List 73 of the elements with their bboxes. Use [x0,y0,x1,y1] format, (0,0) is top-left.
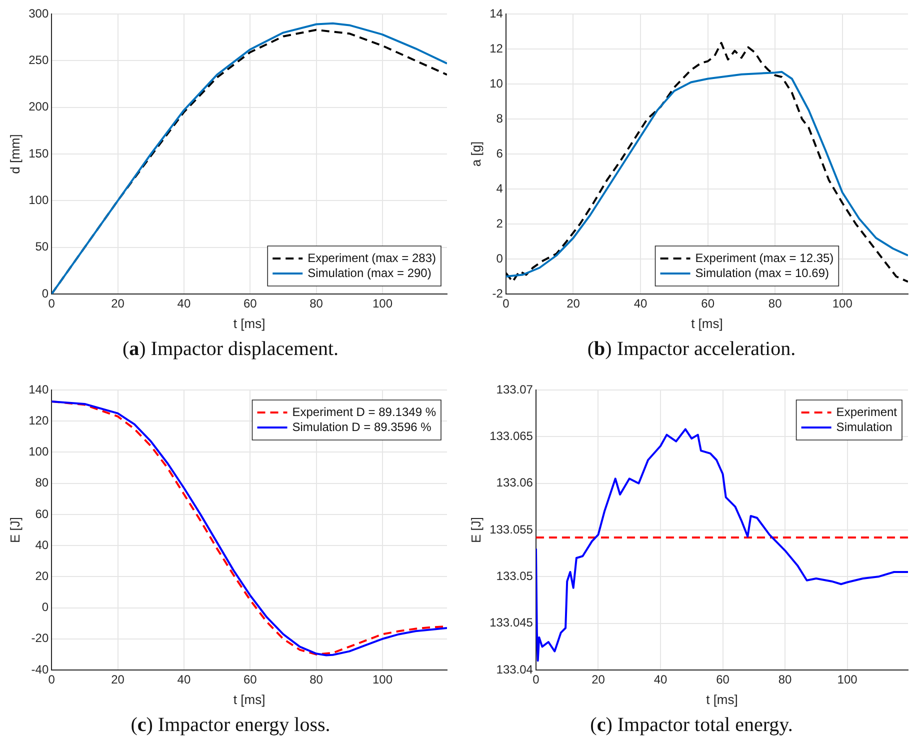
x-axis-title: t [ms] [233,316,266,331]
y-tick-label: 133.045 [490,616,534,630]
legend-label: Simulation D = 89.3596 % [292,420,432,434]
x-axis-title: t [ms] [233,692,266,707]
y-tick-label: 10 [490,76,504,90]
legend-label: Simulation (max = 10.69) [695,266,830,280]
y-tick-label: 133.07 [496,382,534,396]
text: (a) Impactor displacement. [121,338,340,361]
y-axis-title: a [g] [468,141,484,167]
x-tick-label: 100 [372,296,393,311]
y-tick-label: 60 [35,506,49,521]
y-tick-label: 300 [28,6,49,20]
text: (c) Impactor energy loss. [130,714,332,737]
x-tick-label: 100 [372,672,393,687]
y-tick-label: 133.05 [496,568,534,583]
legend-label: Experiment [836,404,898,419]
y-tick-label: 0 [42,600,49,614]
x-tick-label: 80 [778,672,792,687]
x-tick-label: 100 [832,296,853,311]
x-tick-label: 20 [111,672,125,687]
y-tick-label: 2 [496,216,504,230]
x-tick-label: 40 [177,296,191,311]
x-tick-label: 40 [654,672,668,687]
x-tick-label: 80 [310,672,324,687]
y-tick-label: 133.055 [490,522,534,536]
y-tick-label: 100 [28,192,49,207]
legend-label: Experiment (max = 12.35) [695,250,834,265]
y-tick-label: -2 [492,286,504,300]
y-axis-title: d [mm] [7,134,22,174]
y-tick-label: 20 [35,568,49,583]
y-tick-label: 250 [28,52,49,67]
y-axis-title: E [J] [468,516,484,544]
y-tick-label: 120 [28,413,49,428]
y-tick-label: 100 [28,444,49,459]
y-tick-label: -40 [31,662,49,676]
x-tick-label: 80 [310,296,324,311]
x-axis-title: t [ms] [691,316,723,331]
text: (b) Impactor acceleration. [586,338,797,361]
y-tick-label: 6 [496,146,504,160]
x-tick-label: 60 [716,672,730,687]
legend-label: Experiment D = 89.1349 % [292,404,436,419]
x-tick-label: 20 [592,672,606,687]
legend-label: Simulation [836,420,892,434]
y-tick-label: 200 [28,100,49,114]
y-tick-label: 133.04 [496,662,534,676]
x-tick-label: 20 [111,296,125,311]
y-tick-label: 140 [28,382,49,396]
x-tick-label: 40 [634,296,648,311]
x-tick-label: 100 [837,672,858,687]
x-tick-label: 20 [566,296,580,311]
x-tick-label: 60 [243,296,258,311]
x-tick-label: 60 [701,296,715,311]
x-tick-label: 80 [768,296,782,311]
y-tick-label: 4 [496,181,504,196]
y-tick-label: 0 [496,251,504,266]
y-tick-label: 80 [35,476,49,490]
x-tick-label: 40 [177,672,191,687]
y-tick-label: 133.065 [490,428,534,443]
y-tick-label: 8 [496,111,504,126]
y-tick-label: 50 [35,240,49,254]
legend-label: Simulation (max = 290) [308,266,432,280]
x-axis-title: t [ms] [706,692,738,707]
legend-label: Experiment (max = 283) [308,250,436,265]
y-tick-label: 133.06 [496,476,534,490]
y-axis-title: E [J] [7,516,22,544]
y-tick-label: 14 [490,6,504,20]
y-tick-label: 0 [42,286,49,300]
y-tick-label: -20 [31,631,49,646]
text: (c) Impactor total energy. [589,714,794,737]
y-tick-label: 12 [490,41,504,56]
x-tick-label: 60 [243,672,258,687]
y-tick-label: 150 [28,146,49,160]
y-tick-label: 40 [35,538,49,552]
